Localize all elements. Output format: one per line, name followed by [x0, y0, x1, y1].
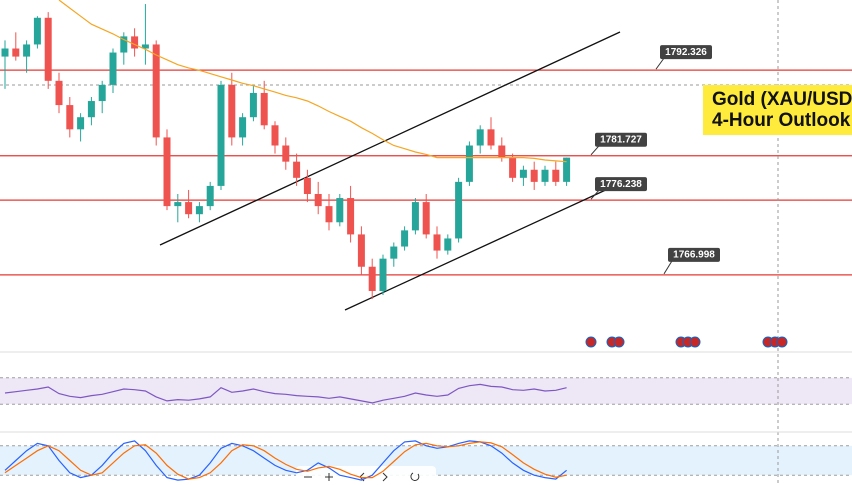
- candle-body: [163, 137, 171, 207]
- candle-body: [476, 129, 484, 146]
- level-connector: [590, 189, 600, 200]
- candle-body: [401, 230, 409, 247]
- candle-body: [217, 84, 225, 186]
- candle-body: [357, 234, 365, 267]
- candle-body: [174, 202, 182, 207]
- level-label-bg: [668, 247, 720, 262]
- candle-body: [260, 92, 268, 126]
- candle-body: [444, 238, 452, 251]
- candle-body: [239, 117, 247, 138]
- candle-body: [433, 234, 441, 251]
- candle-body: [109, 52, 117, 85]
- candle-body: [552, 169, 560, 182]
- candle-body: [120, 36, 128, 53]
- candle-body: [498, 145, 506, 158]
- level-label-bg: [660, 45, 712, 60]
- scroll-right[interactable]: [382, 472, 388, 482]
- candle-body: [530, 169, 538, 182]
- channel-lower: [344, 187, 611, 311]
- candle-body: [509, 157, 517, 178]
- candle-body: [195, 206, 203, 215]
- level-connector: [655, 57, 665, 70]
- title-bg: [703, 85, 852, 135]
- candle-body: [87, 101, 95, 118]
- candle-body: [228, 84, 236, 138]
- candle-body: [152, 44, 160, 138]
- candle-body: [77, 117, 85, 130]
- channel-upper: [159, 31, 621, 246]
- candle-body: [465, 145, 473, 182]
- candle-body: [249, 92, 257, 118]
- candle-body: [487, 129, 495, 146]
- band: [0, 377, 852, 405]
- candle-body: [1, 48, 9, 57]
- candle-body: [141, 44, 149, 49]
- title-box: Gold (XAU/USD 4-Hour Outlook: [703, 85, 852, 135]
- reset[interactable]: [410, 472, 420, 481]
- candle-body: [541, 169, 549, 182]
- candle-body: [325, 206, 333, 223]
- candle-body: [422, 202, 430, 235]
- toolbar-bg: [296, 466, 436, 485]
- candle-body: [12, 48, 20, 57]
- candle-body: [336, 198, 344, 223]
- level-label-bg: [595, 177, 647, 192]
- level-label: 1781.727: [600, 134, 642, 145]
- level-label: 1766.998: [673, 249, 715, 260]
- level-label: 1776.238: [600, 179, 642, 190]
- indicator-line: [4, 440, 567, 481]
- candle-body: [271, 125, 279, 146]
- title-line: 4-Hour Outlook: [712, 110, 851, 131]
- candle-body: [66, 105, 74, 130]
- candle-body: [379, 258, 387, 291]
- candle-body: [563, 157, 571, 182]
- candle-body: [33, 17, 41, 45]
- level-connector: [663, 260, 673, 275]
- event-flags: [585, 336, 788, 348]
- candle-body: [23, 44, 31, 57]
- candle-body: [303, 177, 311, 194]
- title-line: Gold (XAU/USD: [712, 89, 852, 110]
- moving-average: [58, 0, 567, 163]
- candle-body: [314, 193, 322, 207]
- level-label: 1792.326: [665, 47, 707, 58]
- candle-body: [390, 246, 398, 259]
- candle-body: [98, 84, 106, 102]
- candle-body: [411, 202, 419, 231]
- candle-body: [519, 169, 527, 178]
- candle-body: [185, 202, 193, 215]
- level-connector: [590, 145, 600, 156]
- candle-body: [131, 36, 139, 49]
- candle-body: [206, 185, 214, 207]
- indicator-line: [4, 383, 567, 404]
- candle-body: [455, 181, 463, 239]
- candle-body: [282, 145, 290, 162]
- candle-body: [44, 17, 52, 81]
- candle-body: [55, 80, 63, 106]
- level-label-bg: [595, 132, 647, 147]
- indicator-line: [4, 441, 567, 480]
- candle-body: [293, 161, 301, 178]
- candle-body: [368, 266, 376, 291]
- zoom-in[interactable]: [325, 473, 333, 481]
- candle-body: [347, 198, 355, 235]
